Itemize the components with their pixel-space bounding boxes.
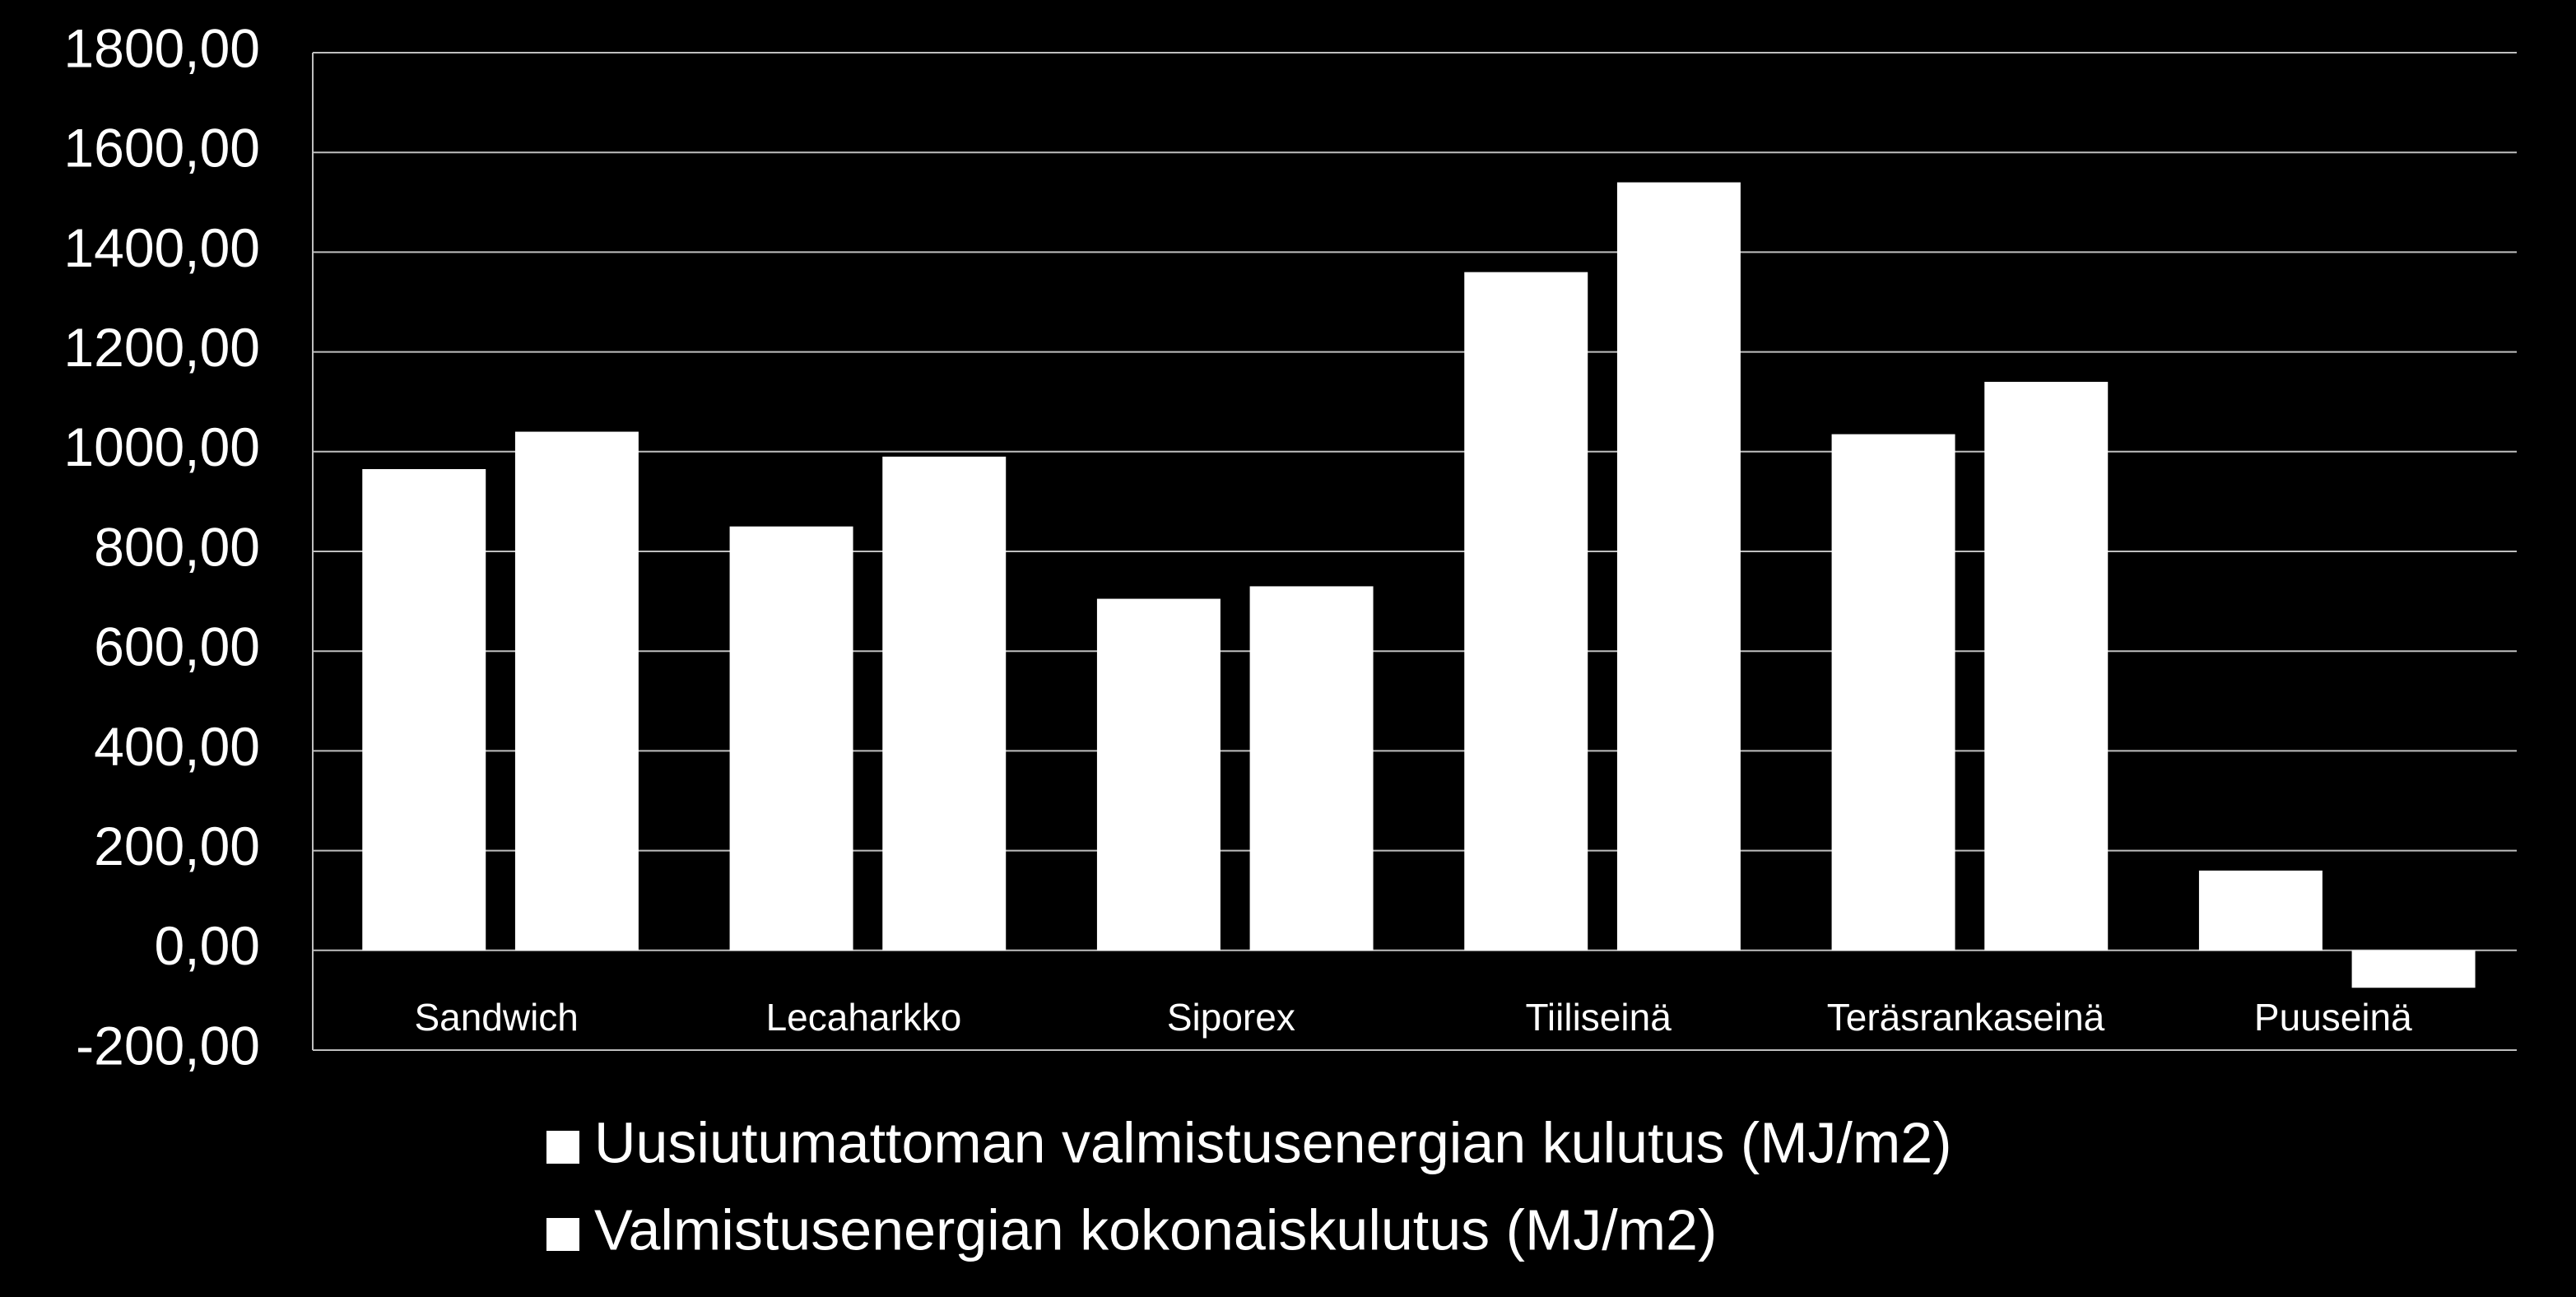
y-tick-label: 400,00 (94, 716, 260, 777)
x-tick-label: Puuseinä (2254, 996, 2412, 1039)
y-tick-label: 1000,00 (63, 416, 260, 477)
bar (1249, 586, 1374, 951)
bar (1616, 182, 1741, 951)
x-tick-label: Siporex (1167, 996, 1295, 1039)
y-tick-label: -200,00 (76, 1015, 260, 1076)
bar (362, 469, 486, 951)
bar (514, 431, 639, 951)
y-tick-label: 1200,00 (63, 317, 260, 378)
bar (882, 456, 1007, 951)
y-tick-label: 200,00 (94, 816, 260, 876)
bar (1984, 381, 2109, 951)
x-tick-label: Teräsrankaseinä (1827, 996, 2105, 1039)
y-tick-label: 1400,00 (63, 217, 260, 278)
legend-swatch (546, 1218, 579, 1251)
x-tick-label: Tiiliseinä (1526, 996, 1672, 1039)
y-tick-label: 1600,00 (63, 118, 260, 179)
bar (1831, 434, 1955, 951)
bar (1464, 272, 1588, 951)
x-tick-label: Sandwich (414, 996, 578, 1039)
y-tick-label: 600,00 (94, 616, 260, 677)
y-tick-label: 1800,00 (63, 17, 260, 78)
legend-label: Valmistusenergian kokonaiskulutus (MJ/m2… (594, 1197, 1717, 1262)
bar (2198, 870, 2323, 951)
bar (2351, 950, 2476, 988)
x-tick-label: Lecaharkko (766, 996, 962, 1039)
bar (729, 526, 853, 951)
legend-swatch (546, 1131, 579, 1164)
legend-label: Uusiutumattoman valmistusenergian kulutu… (594, 1110, 1952, 1174)
y-tick-label: 0,00 (155, 915, 260, 976)
y-tick-label: 800,00 (94, 516, 260, 577)
bar (1096, 598, 1221, 951)
